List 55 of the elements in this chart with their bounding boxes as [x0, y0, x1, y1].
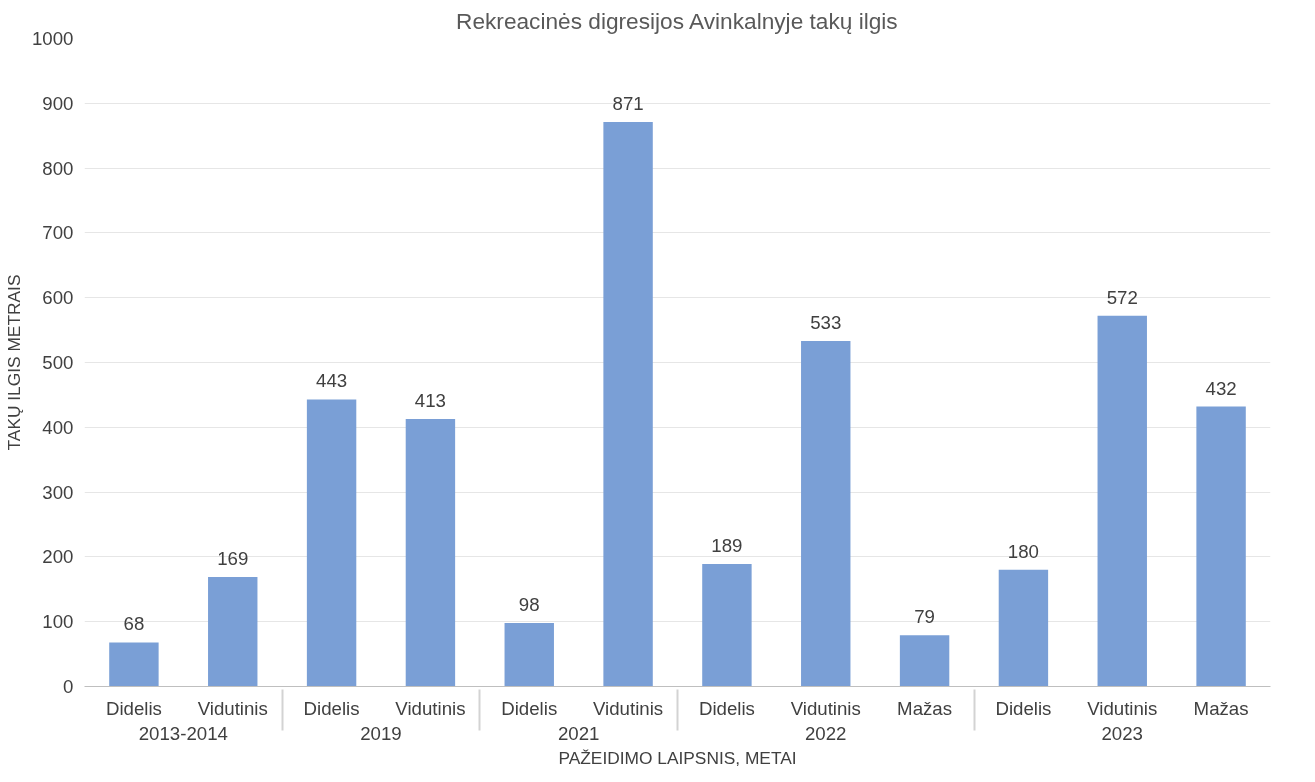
- data-label: 432: [1205, 377, 1237, 399]
- bar: [1097, 315, 1147, 687]
- data-label: 443: [316, 370, 348, 392]
- data-label: 68: [123, 613, 145, 635]
- y-tick-label: 300: [42, 481, 74, 503]
- x-tick-label: Vidutinis: [1087, 697, 1158, 719]
- x-tick-label: Vidutinis: [592, 697, 664, 719]
- chart-title: Rekreacinės digresijos Avinkalnyje takų ilgis: [456, 7, 898, 34]
- y-tick-label: 0: [63, 676, 74, 697]
- data-label: 572: [1106, 286, 1138, 308]
- x-tick-label: Mažas: [897, 697, 953, 719]
- y-tick-label: 900: [42, 92, 74, 114]
- x-axis-title: PAŽEIDIMO LAIPSNIS, METAI: [558, 747, 797, 768]
- x-tick-label: Vidutinis: [790, 697, 861, 719]
- data-label: 180: [1007, 540, 1039, 562]
- y-axis-title: TAKŲ ILGIS METRAIS: [4, 274, 24, 451]
- bar: [405, 418, 456, 687]
- bar: [603, 122, 653, 687]
- bar: [801, 341, 851, 687]
- x-tick-label: Vidutinis: [395, 697, 466, 719]
- data-label: 533: [810, 312, 842, 334]
- bar: [899, 635, 950, 687]
- bar: [109, 642, 159, 687]
- x-tick-label: Mažas: [1193, 697, 1249, 719]
- x-tick-label: Didelis: [995, 697, 1052, 719]
- bar: [702, 564, 752, 687]
- bar: [306, 399, 357, 687]
- x-tick-label: Didelis: [501, 697, 558, 719]
- bar: [208, 576, 258, 687]
- y-tick-label: 600: [42, 287, 74, 309]
- data-label: 79: [914, 606, 935, 628]
- series-label: 2023: [1101, 722, 1144, 744]
- y-tick-label: 700: [42, 222, 74, 244]
- x-tick-label: Vidutinis: [197, 697, 268, 719]
- x-tick-label: Didelis: [698, 697, 755, 719]
- y-tick-label: 500: [42, 352, 74, 373]
- data-label: 871: [612, 93, 644, 115]
- y-tick-label: 400: [42, 416, 74, 438]
- data-label: 98: [518, 594, 540, 615]
- series-label: 2021: [557, 722, 600, 744]
- data-label: 413: [414, 389, 446, 411]
- data-label: 169: [217, 547, 249, 569]
- y-tick-label: 100: [42, 611, 74, 633]
- y-tick-label: 200: [42, 546, 74, 568]
- data-label: 189: [711, 535, 743, 557]
- series-label: 2022: [805, 722, 847, 744]
- x-tick-label: Didelis: [105, 697, 162, 719]
- bar: [1196, 406, 1246, 687]
- series-label: 2013-2014: [138, 722, 228, 744]
- x-tick-label: Didelis: [303, 697, 360, 719]
- series-label: 2019: [360, 722, 402, 744]
- bar: [998, 569, 1049, 687]
- bar: [504, 623, 554, 687]
- y-tick-label: 800: [42, 157, 74, 179]
- y-tick-label: 1000: [32, 28, 74, 49]
